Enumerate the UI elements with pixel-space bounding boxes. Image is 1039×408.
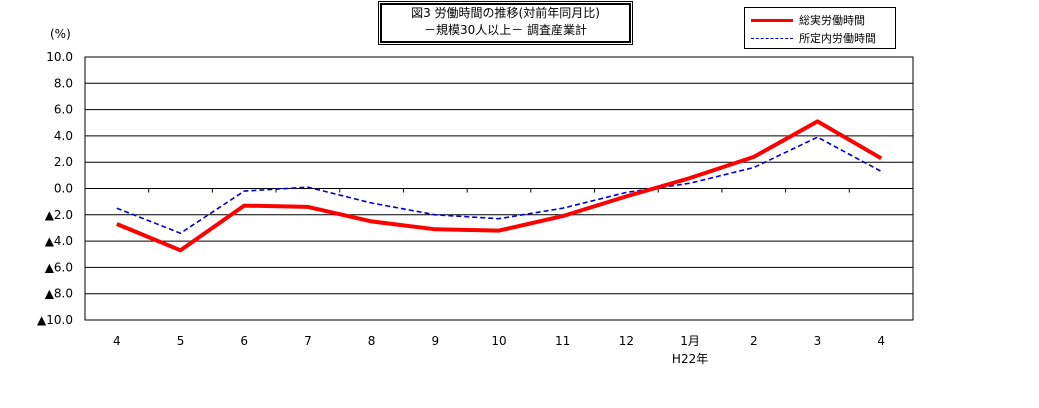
legend: 総実労働時間 所定内労働時間 (744, 7, 896, 49)
x-tick-label: 3 (814, 334, 822, 348)
y-tick-label: 8.0 (54, 76, 73, 90)
y-tick-label: ▲8.0 (45, 287, 73, 301)
chart-title: 図3 労働時間の推移(対前年同月比) (411, 6, 600, 20)
legend-swatch-dashed (751, 37, 793, 39)
y-unit-label: (%) (50, 27, 71, 41)
x-tick-label: 12 (619, 334, 634, 348)
x-tick-label: 1月 (680, 334, 700, 348)
y-tick-label: ▲4.0 (45, 234, 73, 248)
x-tick-label: 10 (491, 334, 506, 348)
y-axis-labels: 10.0 8.0 6.0 4.0 2.0 0.0 ▲2.0 ▲4.0 ▲6.0 ▲8.0 ▲10.0 (37, 50, 73, 327)
x-axis-labels: 4 5 6 7 8 9 10 11 12 1月 2 3 4 H22年 (113, 334, 885, 366)
x-tick-label: 2 (750, 334, 758, 348)
x-tick-label: 7 (304, 334, 312, 348)
x-tick-label: 8 (368, 334, 376, 348)
x-tick-label: 11 (555, 334, 570, 348)
y-tick-label: 2.0 (54, 155, 73, 169)
series-line-total-hours (116, 119, 883, 253)
y-tick-label: 10.0 (46, 50, 73, 64)
chart-subtitle: －規模30人以上－ 調査産業計 (423, 23, 588, 37)
y-tick-label: ▲6.0 (45, 260, 73, 274)
x-year-label: H22年 (672, 352, 708, 366)
y-tick-label: 4.0 (54, 129, 73, 143)
y-tick-label: ▲2.0 (45, 208, 73, 222)
y-tick-label: ▲10.0 (37, 313, 73, 327)
series-line-scheduled-hours (116, 136, 882, 234)
legend-label-scheduled-hours: 所定内労働時間 (799, 32, 876, 45)
legend-item-scheduled-hours: 所定内労働時間 (751, 30, 876, 46)
grid-lines (85, 56, 913, 321)
legend-label-total-hours: 総実労働時間 (799, 14, 865, 27)
x-axis-ticks (84, 188, 914, 193)
x-tick-label: 6 (240, 334, 248, 348)
x-tick-label: 4 (113, 334, 121, 348)
y-tick-label: 6.0 (54, 103, 73, 117)
legend-swatch-solid (751, 18, 793, 22)
y-tick-label: 0.0 (54, 182, 73, 196)
x-tick-label: 4 (877, 334, 885, 348)
chart-title-box: 図3 労働時間の推移(対前年同月比) －規模30人以上－ 調査産業計 (378, 1, 633, 45)
series-layer (116, 119, 883, 253)
x-tick-label: 5 (177, 334, 185, 348)
x-tick-label: 9 (431, 334, 439, 348)
plot-border (84, 56, 914, 321)
legend-item-total-hours: 総実労働時間 (751, 12, 865, 28)
